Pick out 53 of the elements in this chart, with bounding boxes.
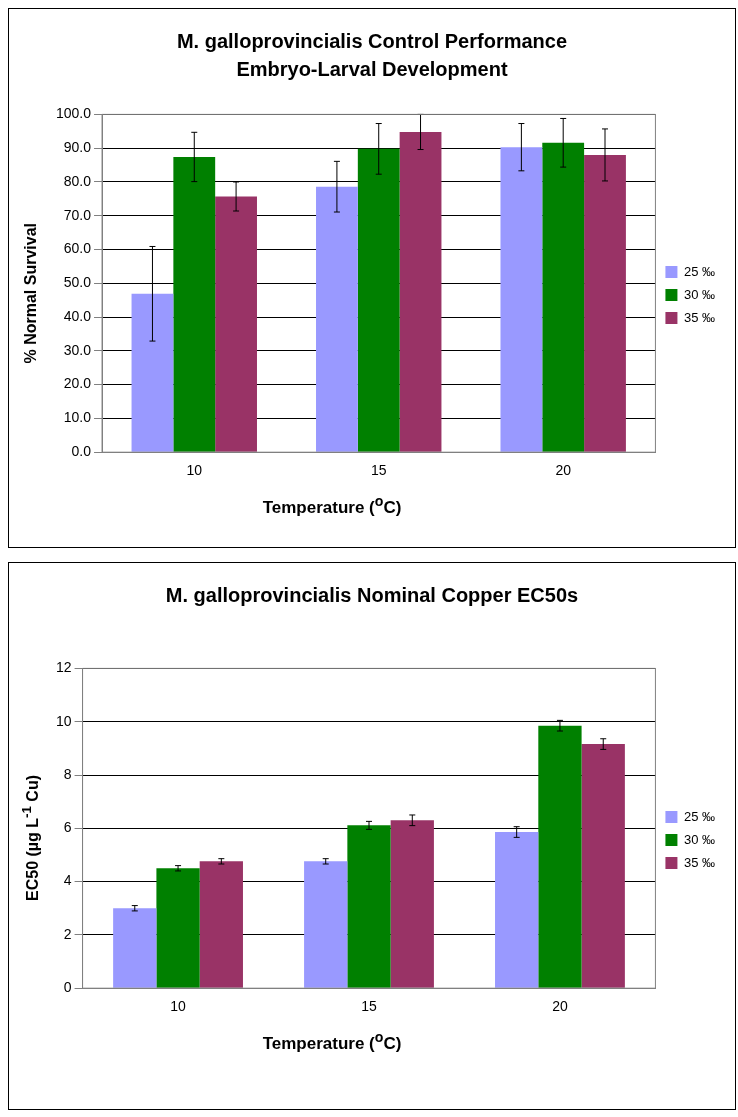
y-tick-label: 90.0 [63,139,92,156]
y-tick-label: 30.0 [63,341,92,358]
y-tick-label: 100.0 [55,105,92,122]
y-tick-label: 8 [63,765,72,782]
bar [390,820,434,988]
y-tick-label: 10.0 [63,409,92,426]
y-tick-label: 50.0 [63,274,92,291]
legend-label: 35 ‰ [683,854,716,870]
bar [584,154,626,452]
y-tick-label: 2 [63,925,72,942]
bar [304,861,348,988]
bar [495,832,539,988]
y-tick-label: 70.0 [63,206,92,223]
x-axis-title: Temperature ($^{o}$C) [261,493,403,518]
x-tick-label: 20 [555,462,572,479]
bar [538,725,582,988]
bar [156,868,200,988]
bar [542,142,585,452]
y-tick-label: 20.0 [63,375,92,392]
y-tick-label: 4 [63,872,72,889]
y-axis-title: % Normal Survival [22,222,40,364]
x-tick-label: 10 [186,462,203,479]
bar [357,148,400,452]
y-tick-label: 0.0 [71,443,92,460]
legend-label: 30 ‰ [683,286,716,302]
y-tick-label: 12 [55,659,72,676]
bar [500,147,543,452]
y-tick-label: 6 [63,819,72,836]
chart-title: M. galloprovincialis Control Performance Embryo-Larval Development [175,29,569,82]
bar [347,825,391,988]
legend-label: 25 ‰ [683,808,716,824]
bar [199,861,243,988]
bar [131,293,174,452]
y-tick-label: 10 [55,712,72,729]
bar [581,744,625,988]
legend-label: 30 ‰ [683,831,716,847]
y-tick-label: 0 [63,979,72,996]
x-tick-label: 20 [552,998,568,1015]
y-tick-label: 60.0 [63,240,92,257]
bar [399,131,442,452]
bar [173,156,216,452]
bar [316,186,358,452]
x-axis-title: Temperature ($^{o}$C) [261,1029,403,1054]
y-tick-label: 80.0 [63,172,92,189]
legend-label: 25 ‰ [683,263,716,279]
x-tick-label: 15 [361,998,377,1015]
legend-label: 35 ‰ [683,309,716,325]
chart-title: M. galloprovincialis Nominal Copper EC50s [164,583,580,608]
y-tick-label: 40.0 [63,307,92,324]
x-tick-label: 15 [370,462,387,479]
x-tick-label: 10 [170,998,187,1015]
bar [113,908,157,988]
bar [215,196,257,452]
